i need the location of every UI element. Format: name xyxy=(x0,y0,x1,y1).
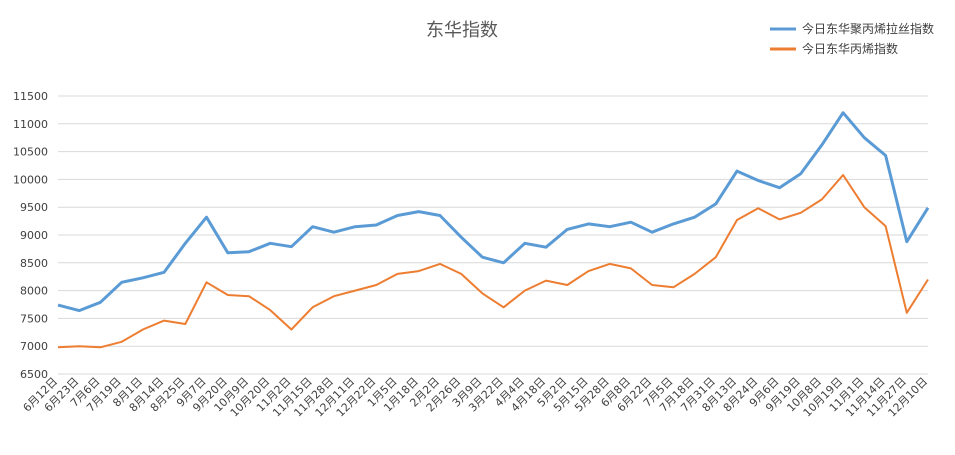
y-tick-label: 7500 xyxy=(20,312,48,325)
y-axis-ticks: 6500 7000 7500 8000 8500 9000 9500 10000 10500 11… xyxy=(13,90,48,381)
series-lines xyxy=(57,111,930,349)
x-axis-ticks: 6月12日6月23日7月6日7月19日8月1日8月14日8月25日9月7日9月2… xyxy=(21,375,931,420)
series-line-2 xyxy=(57,174,929,349)
y-tick-label: 11000 xyxy=(13,118,48,131)
y-tick-label: 9000 xyxy=(20,229,48,242)
y-tick-label: 10500 xyxy=(13,146,48,159)
gridlines xyxy=(58,95,928,375)
legend: 今日东华聚丙烯拉丝指数 今日东华丙烯指数 xyxy=(770,21,934,56)
chart-title: 东华指数 xyxy=(426,20,498,41)
y-tick-label: 8500 xyxy=(20,257,48,270)
y-tick-label: 7000 xyxy=(20,340,48,353)
legend-label-series-2: 今日东华丙烯指数 xyxy=(802,41,898,56)
y-tick-label: 6500 xyxy=(20,368,48,381)
y-tick-label: 9500 xyxy=(20,201,48,214)
legend-label-series-1: 今日东华聚丙烯拉丝指数 xyxy=(802,21,934,36)
y-tick-label: 10000 xyxy=(13,173,48,186)
y-tick-label: 11500 xyxy=(13,90,48,103)
y-tick-label: 8000 xyxy=(20,285,48,298)
series-line-1 xyxy=(57,111,930,313)
